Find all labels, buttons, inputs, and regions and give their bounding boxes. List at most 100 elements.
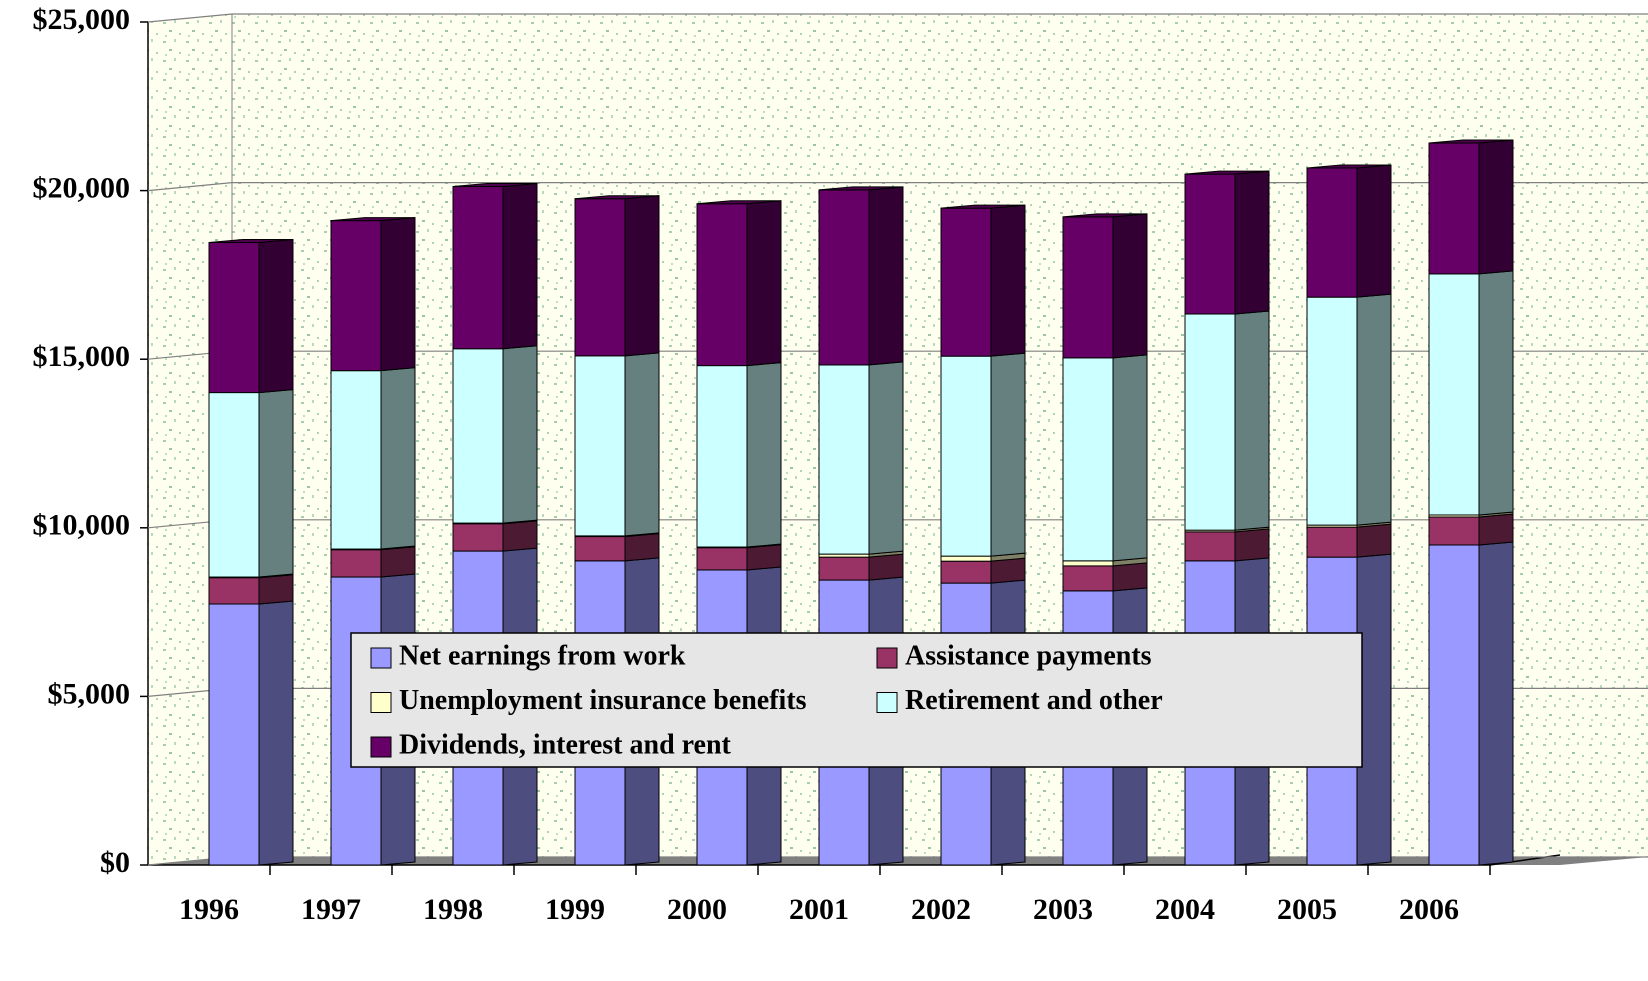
bar-top [696,200,782,205]
bar-front [818,364,870,555]
bar-segment [452,345,538,524]
bar-side [380,546,416,578]
x-tick-label: 2003 [1033,893,1093,926]
bar-segment [208,389,294,578]
bar-segment [1062,562,1148,592]
bar-side [1112,562,1148,592]
bar-side [1356,523,1392,558]
bar-side [1478,270,1514,516]
x-tick-label: 2004 [1155,893,1215,926]
bar-segment [818,553,904,581]
bar-front [1184,313,1236,531]
bar-front [940,355,992,557]
bar-side [1356,293,1392,526]
y-tick-label: $25,000 [33,3,131,36]
legend-box [350,632,1363,768]
y-tick-label: $0 [100,846,130,879]
bar-side [746,544,782,571]
legend-items: Net earnings from work Assistance payment… [370,640,1163,760]
bar-top [1306,164,1392,169]
bar-segment [1428,139,1514,275]
bar-top [574,195,660,200]
bar-segment [696,362,782,548]
bar-segment [1184,310,1270,531]
x-tick-label: 2001 [789,893,849,926]
bar-front [1428,516,1480,546]
bar-side [990,352,1026,557]
bar-side [624,195,660,357]
legend-label: Retirement and other [905,685,1163,716]
bar-side [258,600,294,866]
bar-front [1306,167,1358,298]
bar-segment [452,520,538,552]
bar-side [502,345,538,524]
bar-side [502,520,538,552]
bar-top [1184,170,1270,175]
bar-segment [1306,523,1392,558]
bar-segment [1062,213,1148,359]
bar-front [330,370,382,550]
bar-top [1062,213,1148,218]
bar-front [1306,526,1358,558]
bar-front [696,365,748,548]
y-tick-label: $20,000 [33,171,131,204]
bar-front [1062,357,1114,562]
legend-swatch [370,647,392,669]
bar-segment [696,544,782,571]
bar-front [574,355,626,537]
bar-front [208,577,260,605]
bar-side [624,352,660,537]
bar-front [208,603,260,866]
bar-front [818,189,870,366]
bar-side [258,238,294,394]
x-tick-label: 1999 [545,893,605,926]
bar-segment [1428,541,1514,866]
bar-side [746,200,782,367]
y-tick-label: $5,000 [48,677,131,710]
legend-label: Assistance payments [905,640,1152,671]
legend-label: Unemployment insurance benefits [399,685,807,716]
bar-top [1428,139,1514,144]
bar-front [1184,173,1236,315]
bar-segment [574,195,660,357]
bar-front [208,392,260,578]
bar-front [1428,273,1480,516]
bar-front [696,203,748,367]
bar-segment [940,352,1026,557]
bar-front [1062,565,1114,592]
bar-side [746,362,782,548]
bar-segment [208,574,294,605]
x-tick-label: 1998 [423,893,483,926]
bar-segment [940,557,1026,584]
bar-side [258,389,294,578]
grid-line [147,182,1648,192]
bar-front [1428,544,1480,866]
bar-top [208,239,294,244]
x-tick-label: 1997 [301,893,361,926]
bar-side [868,553,904,581]
bar-segment [330,367,416,550]
bar-side [1234,528,1270,562]
x-tick-label: 2005 [1277,893,1337,926]
bar-front [574,198,626,357]
bar-side [258,574,294,605]
bar-side [868,361,904,555]
bar-side [380,217,416,372]
bar-front [574,536,626,562]
y-tick-label: $10,000 [33,509,131,542]
bar-front [330,549,382,578]
bar-front [452,348,504,524]
x-tick-label: 2000 [667,893,727,926]
bar-front [1062,560,1114,567]
bar-side [1234,310,1270,531]
bar-side [1112,354,1148,562]
x-tick-label: 2002 [911,893,971,926]
bar-side [1478,541,1514,866]
bar-front [208,242,260,394]
bar-segment [1184,170,1270,315]
bar-side [1478,513,1514,546]
bar-front [1184,531,1236,562]
bar-side [380,367,416,550]
axes: $0 $5,000 $10,000 $15,000 $20,000 $25,000 1996… [33,3,1491,926]
